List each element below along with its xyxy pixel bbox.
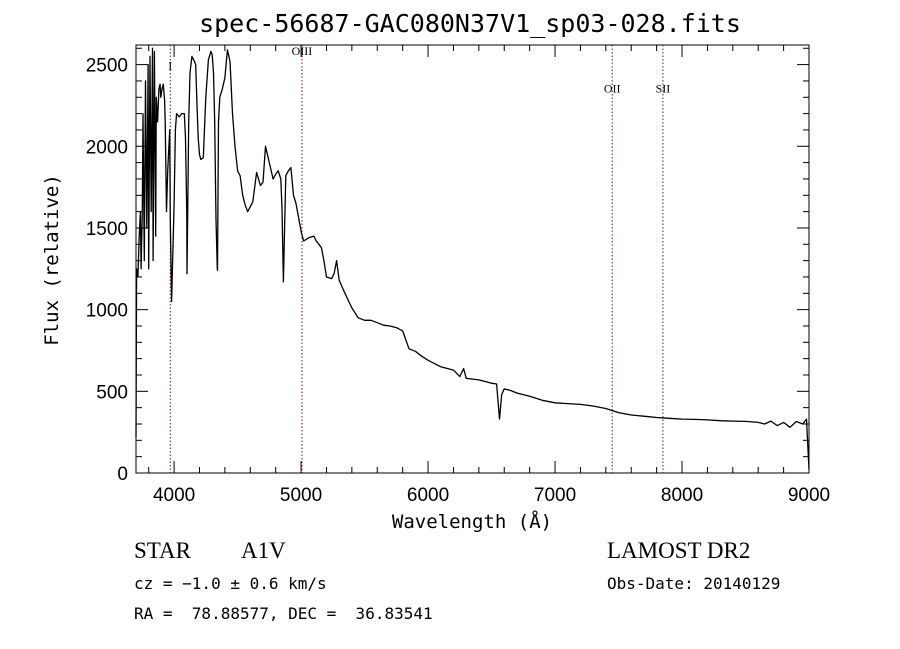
chart-title: spec-56687-GAC080N37V1_sp03-028.fits — [199, 9, 741, 38]
plot-frame — [135, 44, 810, 474]
y-tick-label: 2500 — [86, 56, 128, 77]
reference-line-label: OII — [604, 81, 621, 95]
spectrum-line — [135, 47, 810, 470]
reference-line-label: I — [168, 59, 172, 73]
object-class: STAR — [134, 538, 191, 563]
x-tick-label: 5000 — [280, 485, 322, 506]
object-subclass: A1V — [241, 538, 286, 563]
observation-date: Obs-Date: 20140129 — [607, 574, 781, 593]
y-tick-label: 0 — [117, 464, 128, 485]
coordinates: RA = 78.88577, DEC = 36.83541 — [134, 604, 433, 623]
x-tick-label: 6000 — [407, 485, 449, 506]
reference-line-label: SII — [656, 81, 671, 95]
x-tick-label: 9000 — [788, 485, 830, 506]
reference-lines: I OIII OII SII — [168, 44, 670, 473]
y-tick-label: 1500 — [86, 219, 128, 240]
reference-line-label: OIII — [292, 44, 313, 58]
x-axis-label: Wavelength (Å) — [392, 510, 552, 533]
axis-ticks — [136, 45, 810, 474]
y-tick-labels: 0 500 1000 1500 2000 2500 — [86, 56, 128, 485]
y-axis-label: Flux (relative) — [41, 174, 63, 346]
x-tick-label: 4000 — [153, 485, 195, 506]
survey-name: LAMOST DR2 — [607, 538, 751, 563]
x-tick-label: 7000 — [534, 485, 576, 506]
y-tick-label: 1000 — [86, 301, 128, 322]
x-tick-labels: 4000 5000 6000 7000 8000 9000 — [153, 485, 830, 506]
y-tick-label: 500 — [96, 382, 128, 403]
x-tick-label: 8000 — [661, 485, 703, 506]
redshift-cz: cz = −1.0 ± 0.6 km/s — [134, 574, 327, 593]
y-tick-label: 2000 — [86, 137, 128, 158]
